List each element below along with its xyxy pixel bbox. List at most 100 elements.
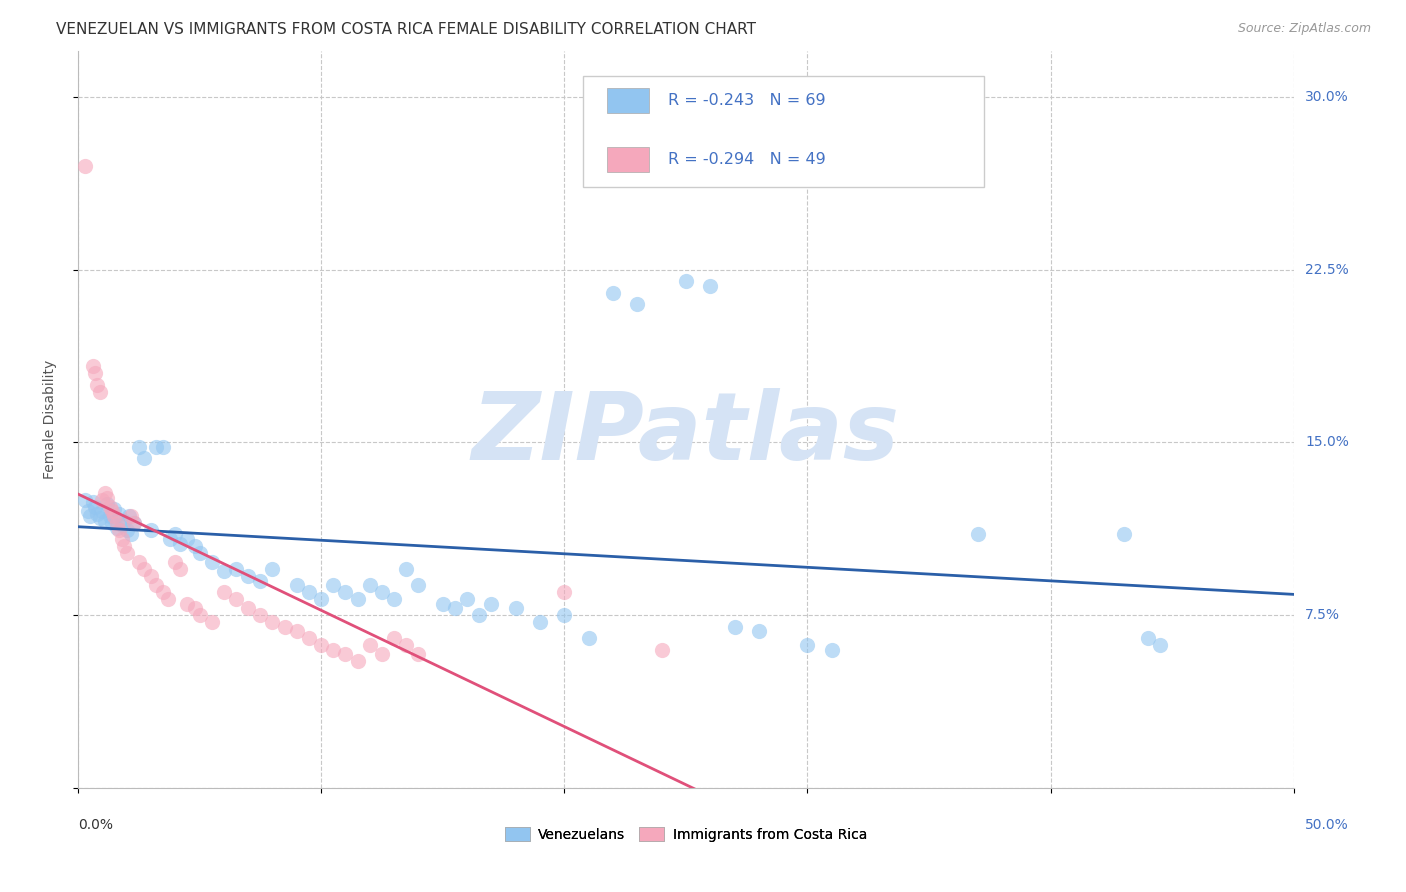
Point [285, 624, 308, 639]
Point [103, 502, 125, 516]
Point [201, 555, 224, 569]
Point [75, 492, 97, 507]
Point [84, 366, 107, 380]
Point [225, 591, 247, 606]
Point [359, 638, 381, 652]
Text: 30.0%: 30.0% [1305, 90, 1348, 103]
Point [79, 508, 101, 523]
Point [112, 514, 135, 528]
Point [796, 638, 818, 652]
Point [84, 500, 107, 514]
Point [82, 359, 104, 374]
Point [188, 608, 211, 623]
Point [212, 585, 235, 599]
Point [101, 504, 124, 518]
Point [359, 578, 381, 592]
Text: R = -0.294   N = 49: R = -0.294 N = 49 [668, 153, 825, 168]
Point [183, 539, 205, 553]
Point [335, 585, 357, 599]
Point [101, 516, 124, 530]
Point [145, 578, 167, 592]
Point [91, 504, 114, 518]
Point [479, 597, 502, 611]
Point [553, 608, 575, 623]
Point [159, 532, 181, 546]
Point [169, 562, 191, 576]
Point [505, 601, 527, 615]
Point [89, 384, 111, 399]
Text: 15.0%: 15.0% [1305, 435, 1348, 450]
Point [139, 569, 162, 583]
Point [432, 597, 454, 611]
Point [169, 536, 191, 550]
Point [346, 654, 368, 668]
Point [748, 624, 770, 639]
Point [602, 285, 624, 300]
Legend: Venezuelans, Immigrants from Costa Rica: Venezuelans, Immigrants from Costa Rica [499, 822, 873, 847]
Point [98, 508, 121, 523]
Point [675, 274, 697, 288]
Point [238, 601, 260, 615]
Point [108, 507, 131, 521]
Point [553, 585, 575, 599]
Point [651, 642, 673, 657]
Point [145, 440, 167, 454]
Point [96, 491, 118, 505]
Point [626, 297, 648, 311]
Point [335, 647, 357, 661]
Point [309, 591, 332, 606]
Point [176, 532, 198, 546]
Point [111, 532, 134, 546]
Point [176, 597, 198, 611]
Point [132, 562, 155, 576]
Point [322, 578, 344, 592]
Point [96, 498, 118, 512]
Point [98, 500, 121, 514]
Point [285, 578, 308, 592]
Point [122, 516, 145, 530]
Point [108, 523, 131, 537]
Point [382, 591, 405, 606]
Point [578, 631, 600, 645]
Text: 22.5%: 22.5% [1305, 262, 1348, 277]
Point [225, 562, 247, 576]
Text: ZIPatlas: ZIPatlas [472, 388, 900, 480]
Point [152, 585, 174, 599]
Point [371, 647, 394, 661]
Point [408, 647, 430, 661]
Point [444, 601, 467, 615]
Point [93, 514, 115, 528]
Point [118, 508, 141, 523]
Point [112, 539, 135, 553]
Point [91, 492, 114, 507]
Point [120, 527, 142, 541]
Point [262, 615, 284, 629]
Point [120, 508, 142, 523]
Point [132, 451, 155, 466]
Text: 0.0%: 0.0% [77, 818, 112, 832]
Text: VENEZUELAN VS IMMIGRANTS FROM COSTA RICA FEMALE DISABILITY CORRELATION CHART: VENEZUELAN VS IMMIGRANTS FROM COSTA RICA… [56, 22, 756, 37]
Point [105, 516, 128, 530]
Point [456, 591, 478, 606]
Point [156, 591, 179, 606]
Point [111, 518, 134, 533]
Y-axis label: Female Disability: Female Disability [44, 359, 58, 479]
Point [165, 555, 187, 569]
Point [82, 495, 104, 509]
Point [1136, 631, 1159, 645]
Point [128, 440, 150, 454]
Point [249, 608, 271, 623]
Point [152, 440, 174, 454]
Point [395, 638, 418, 652]
Point [128, 555, 150, 569]
FancyBboxPatch shape [582, 77, 984, 187]
Text: Source: ZipAtlas.com: Source: ZipAtlas.com [1237, 22, 1371, 36]
Point [298, 631, 321, 645]
Point [238, 569, 260, 583]
Point [75, 159, 97, 173]
Point [115, 546, 138, 560]
Point [273, 619, 295, 633]
Point [76, 504, 98, 518]
Point [249, 574, 271, 588]
Point [382, 631, 405, 645]
